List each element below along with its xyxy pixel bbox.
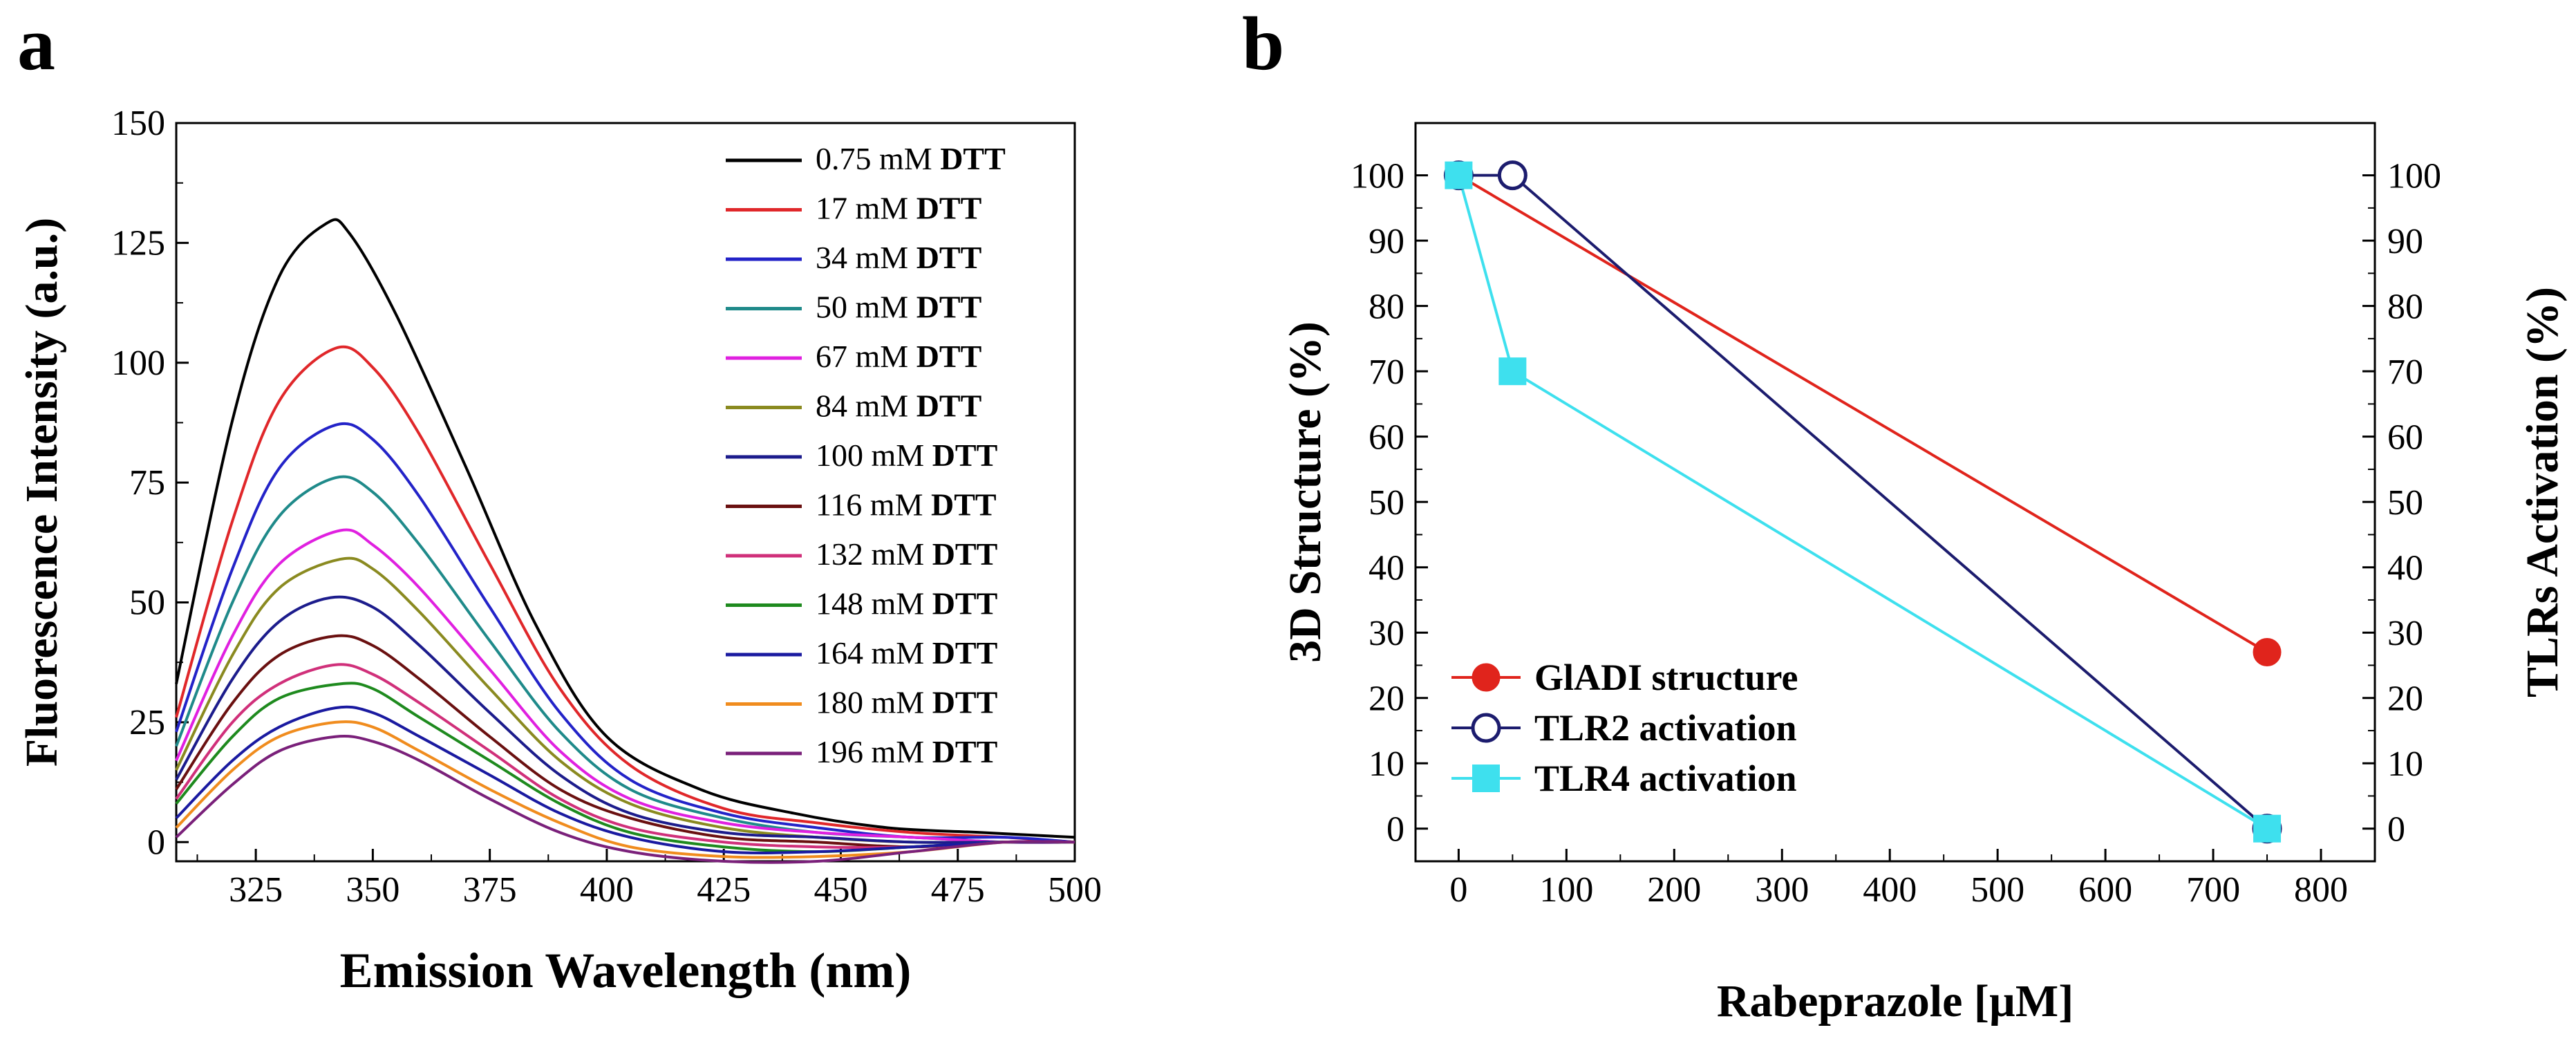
chart-b-xtick-label-800: 800 <box>2294 870 2348 910</box>
chart-a-legend-label-84-mm: 84 mM DTT <box>816 388 981 424</box>
chart-a-frame <box>175 122 1076 863</box>
chart-b-line-gladi-structure <box>1458 174 2268 654</box>
chart-b-ytick-right-label-90: 90 <box>2387 222 2423 261</box>
chart-b-ytick-right-label-30: 30 <box>2387 614 2423 653</box>
chart-b-xtick-label-300: 300 <box>1755 870 1809 910</box>
chart-a-legend-label-34-mm: 34 mM DTT <box>816 240 981 275</box>
chart-a-legend-label-67-mm: 67 mM DTT <box>816 339 981 374</box>
chart-a-xlabel: Emission Wavelength (nm) <box>340 943 912 998</box>
chart-b-ytick-right-label-10: 10 <box>2387 744 2423 784</box>
chart-b-ytick-right-label-20: 20 <box>2387 679 2423 719</box>
chart-a-legend-label-17-mm: 17 mM DTT <box>816 191 981 226</box>
chart-a-legend-label-116-mm: 116 mM DTT <box>816 487 997 523</box>
panel-b-tag: b <box>1242 1 1284 86</box>
chart-b-ytick-right-label-70: 70 <box>2387 353 2423 392</box>
chart-b-ytick-label-10: 10 <box>1369 744 1404 784</box>
chart-b-ytick-right-label-60: 60 <box>2387 418 2423 458</box>
chart-a-line-0-75-mm <box>175 218 1075 839</box>
chart-a-line-17-mm <box>175 345 1075 844</box>
chart-b-series <box>1443 160 2282 844</box>
chart-a-ytick-label-75: 75 <box>129 463 165 503</box>
chart-a-xtick-label-500: 500 <box>1048 870 1102 910</box>
chart-a-legend-label-196-mm: 196 mM DTT <box>816 734 997 769</box>
chart-b-point-gladi-structure-1 <box>2253 638 2282 667</box>
chart-b-xtick-label-400: 400 <box>1863 870 1917 910</box>
chart-a-line-196-mm <box>175 734 1075 864</box>
chart-a-legend-label-148-mm: 148 mM DTT <box>816 586 997 621</box>
chart-b-ytick-right-label-80: 80 <box>2387 288 2423 327</box>
chart-b-legend-label-gladi-structure: GlADI structure <box>1534 657 1798 698</box>
chart-a-ytick-label-25: 25 <box>129 703 165 742</box>
chart-b-legend-marker-gladi-structure <box>1472 663 1501 692</box>
chart-a-xtick-label-350: 350 <box>346 870 399 910</box>
chart-b-ytick-right-label-40: 40 <box>2387 549 2423 588</box>
chart-b-ytick-label-20: 20 <box>1369 679 1404 719</box>
chart-b-legend-marker-tlr4-activation <box>1472 765 1500 792</box>
chart-b-ylabel: 3D Structure (%) <box>1280 321 1331 663</box>
chart-b-xtick-label-200: 200 <box>1647 870 1701 910</box>
chart-a-xtick-label-425: 425 <box>697 870 751 910</box>
chart-b-ytick-label-40: 40 <box>1369 549 1404 588</box>
chart-a-line-100-mm <box>175 595 1075 844</box>
chart-a-legend-label-100-mm: 100 mM DTT <box>816 438 997 473</box>
chart-b-legend-label-tlr2-activation: TLR2 activation <box>1534 707 1797 749</box>
chart-b-ytick-right-label-50: 50 <box>2387 483 2423 523</box>
chart-a: 325 350 375 400 425 450 475 500 0 25 50 75 100 125 150… <box>17 104 1102 998</box>
chart-b-legend: GlADI structure TLR2 activation TLR4 activ… <box>1451 657 1798 799</box>
chart-a-ytick-label-150: 150 <box>111 104 165 143</box>
chart-b: 0 100 200 300 400 500 600 700 800 0 0 10 10 20 20 30 30 4… <box>1280 122 2568 1026</box>
chart-b-overlap-point-0 <box>1445 161 1473 189</box>
chart-b-ytick-right-label-0: 0 <box>2387 810 2405 850</box>
chart-a-legend-label-164-mm: 164 mM DTT <box>816 635 997 670</box>
chart-a-legend-label-50-mm: 50 mM DTT <box>816 290 981 325</box>
chart-b-ytick-label-90: 90 <box>1369 222 1404 261</box>
chart-b-ytick-right-label-100: 100 <box>2387 157 2441 196</box>
chart-b-ytick-label-30: 30 <box>1369 614 1404 653</box>
chart-a-ytick-label-100: 100 <box>111 344 165 383</box>
chart-b-xtick-label-600: 600 <box>2078 870 2132 910</box>
chart-a-ylabel: Fluorescence Intensity (a.u.) <box>17 218 67 767</box>
chart-a-legend: 0.75 mM DTT 17 mM DTT 34 mM DTT 50 mM DTT 67… <box>726 141 1006 769</box>
chart-b-xtick-label-500: 500 <box>1971 870 2024 910</box>
chart-b-ylabel-right: TLRs Activation (%) <box>2517 287 2568 697</box>
chart-b-ytick-label-60: 60 <box>1369 418 1404 458</box>
chart-b-ytick-label-50: 50 <box>1369 483 1404 523</box>
chart-b-xtick-label-100: 100 <box>1539 870 1593 910</box>
chart-b-legend-marker-tlr2-activation <box>1471 713 1501 743</box>
chart-a-xtick-label-475: 475 <box>931 870 985 910</box>
panel-a-tag: a <box>17 1 55 86</box>
chart-b-xlabel: Rabeprazole [µM] <box>1717 976 2074 1026</box>
chart-b-xtick-label-700: 700 <box>2186 870 2240 910</box>
chart-b-frame <box>1414 122 2376 863</box>
chart-a-line-67-mm <box>175 528 1075 844</box>
chart-a-series <box>175 218 1075 864</box>
chart-a-legend-label-0-75-mm: 0.75 mM DTT <box>816 141 1006 176</box>
chart-a-ticks: 325 350 375 400 425 450 475 500 0 25 50 75 100 125 150 <box>111 104 1102 910</box>
chart-b-xtick-label-0: 0 <box>1449 870 1467 910</box>
chart-a-xtick-label-375: 375 <box>463 870 517 910</box>
chart-a-ytick-label-0: 0 <box>147 823 165 862</box>
chart-a-xtick-label-325: 325 <box>229 870 283 910</box>
chart-a-xtick-label-400: 400 <box>580 870 634 910</box>
chart-b-ticks: 0 100 200 300 400 500 600 700 800 0 0 10 10 20 20 30 30 4… <box>1351 157 2441 910</box>
chart-b-point-tlr4-activation-1 <box>1498 357 1527 386</box>
chart-b-legend-label-tlr4-activation: TLR4 activation <box>1534 758 1797 799</box>
chart-a-legend-label-180-mm: 180 mM DTT <box>816 685 997 720</box>
chart-a-ytick-label-125: 125 <box>111 223 165 263</box>
chart-a-ytick-label-50: 50 <box>129 583 165 623</box>
chart-a-line-164-mm <box>175 705 1075 854</box>
chart-b-ytick-label-70: 70 <box>1369 353 1404 392</box>
chart-b-ytick-label-80: 80 <box>1369 288 1404 327</box>
chart-b-overlap-point-1 <box>2253 814 2282 843</box>
chart-b-point-tlr2-activation-1 <box>1497 160 1527 191</box>
chart-a-legend-label-132-mm: 132 mM DTT <box>816 536 997 572</box>
chart-a-xtick-label-450: 450 <box>814 870 867 910</box>
chart-b-ytick-label-100: 100 <box>1351 157 1404 196</box>
chart-b-ytick-label-0: 0 <box>1386 810 1404 850</box>
